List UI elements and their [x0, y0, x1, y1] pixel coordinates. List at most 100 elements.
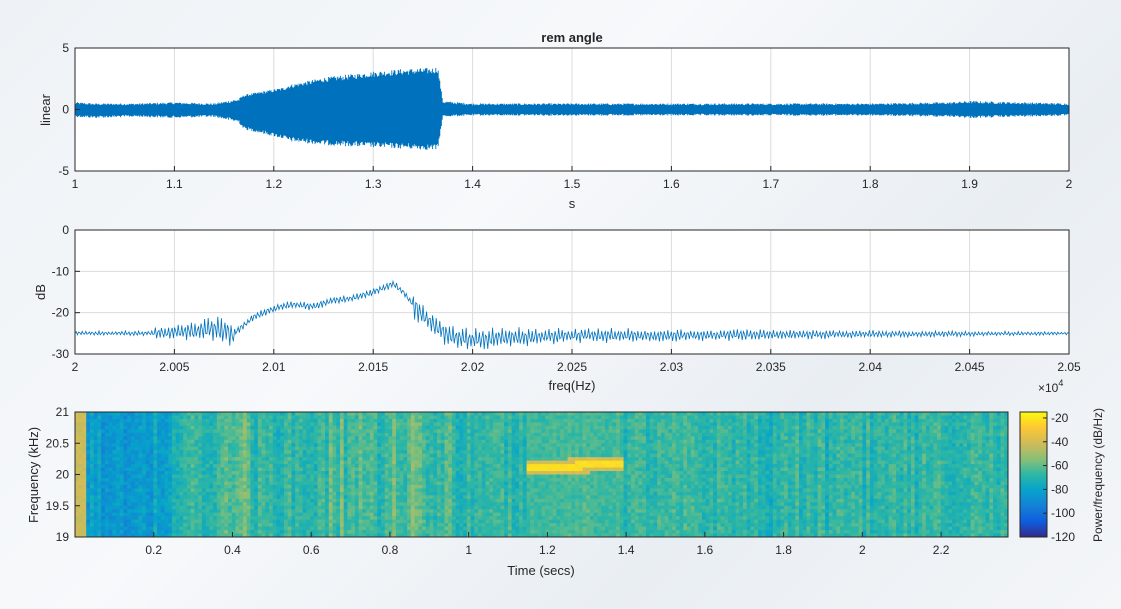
spectrogram-cell [134, 418, 139, 423]
spectrogram-cell [422, 505, 427, 510]
spectrogram-cell [414, 436, 419, 441]
spectrogram-cell [216, 495, 221, 500]
spectrogram-cell [470, 498, 475, 503]
spectrogram-cell [198, 533, 203, 537]
spectrogram-cell [123, 425, 128, 430]
spectrogram-cell [269, 422, 274, 427]
spectrogram-cell [75, 533, 80, 537]
spectrogram-cell [220, 533, 225, 537]
spectrogram-cell [537, 484, 542, 489]
spectrogram-cell [298, 453, 304, 458]
spectrogram-cell [522, 457, 527, 462]
spectrogram-cell [422, 460, 427, 465]
spectrogram-cell [563, 412, 569, 416]
spectrogram-cell [108, 418, 113, 423]
spectrogram-cell [336, 484, 341, 489]
spectrogram-cell [392, 484, 397, 489]
spectrogram-cell [478, 519, 483, 524]
spectrogram-cell [522, 516, 527, 521]
spectrogram-cell [366, 432, 371, 437]
spectrogram-cell [175, 474, 180, 479]
spectrogram-cell [134, 439, 139, 444]
spectrogram-cell [534, 453, 539, 458]
spectrogram-cell [164, 432, 169, 437]
spectrogram-cell [459, 443, 464, 448]
spectrogram-cell [86, 450, 91, 455]
spectrogram-cell [548, 457, 554, 462]
spectrogram-cell [317, 453, 322, 458]
spectrogram-cell [358, 523, 363, 527]
spectrogram-cell [332, 481, 337, 486]
spectrogram-cell [481, 412, 486, 416]
spectrogram-cell [410, 523, 416, 527]
spectrogram-cell [224, 415, 229, 420]
spectrogram-cell [507, 432, 513, 437]
spectrogram-cell [216, 436, 221, 441]
spectrogram-cell [444, 412, 449, 416]
spectrogram-cell [235, 418, 240, 423]
spectrogram-cell [142, 432, 147, 437]
spectrogram-cell [526, 488, 531, 493]
spectrogram-cell [310, 446, 315, 451]
spectrogram-cell [313, 509, 318, 514]
spectrogram-cell [272, 450, 277, 455]
spectrogram-cell [108, 484, 113, 489]
spectrogram-cell [366, 526, 371, 531]
spectrogram-cell [138, 439, 143, 444]
spectrogram-cell [231, 509, 236, 514]
spectrogram-cell [104, 481, 109, 486]
spectrogram-cell [127, 422, 132, 427]
spectrogram-cell [116, 516, 121, 521]
spectrogram-cell [451, 516, 457, 521]
spectrogram-cell [567, 443, 572, 448]
spectrogram-cell [186, 460, 192, 465]
spectrogram-cell [313, 477, 318, 482]
spectrogram-cell [179, 436, 184, 441]
spectrogram-cell [485, 530, 490, 534]
spectrogram-cell [325, 526, 330, 531]
spectrogram-cell [466, 453, 471, 458]
spectrogram-cell [280, 457, 285, 462]
spectrogram-cell [86, 484, 91, 489]
spectrogram-cell [153, 446, 158, 451]
spectrogram-cell [560, 471, 565, 475]
spectrogram-cell [127, 436, 132, 441]
spectrogram-cell [332, 530, 337, 534]
spectrogram-cell [142, 533, 147, 537]
spectrogram-cell [571, 488, 576, 493]
spectrogram-cell [153, 505, 158, 510]
spectrogram-cell [272, 502, 277, 507]
spectrogram-cell [198, 512, 203, 517]
spectrogram-cell [422, 436, 427, 441]
spectrogram-cell [507, 418, 513, 423]
spectrogram-cell [280, 509, 285, 514]
spectrogram-cell [511, 436, 516, 441]
spectrogram-cell [425, 460, 430, 465]
spectrogram-cell [481, 425, 486, 430]
spectrogram-cell [433, 467, 438, 472]
spectrogram-cell [500, 446, 505, 451]
spectrogram-cell [172, 425, 177, 430]
spectrogram-cell [194, 450, 199, 455]
spectrogram-cell [407, 491, 412, 496]
spectrogram-cell [534, 460, 539, 465]
spectrogram-cell [164, 460, 169, 465]
spectrogram-cell [466, 477, 471, 482]
spectrogram-cell [261, 498, 266, 503]
spectrogram-cell [481, 453, 486, 458]
spectrogram-cell [388, 429, 393, 434]
spectrogram-cell [519, 526, 524, 531]
spectrogram-cell [328, 495, 333, 500]
spectrogram-cell [213, 495, 218, 500]
spectrogram-cell [354, 516, 360, 521]
spectrogram-cell [399, 491, 404, 496]
spectrogram-cell [414, 491, 419, 496]
spectrogram-cell [89, 526, 95, 531]
spectrogram-cell [313, 412, 318, 416]
spectrogram-cell [123, 481, 128, 486]
spectrogram-cell [313, 436, 318, 441]
spectrogram-cell [101, 519, 106, 524]
spectrogram-cell [142, 526, 147, 531]
spectrogram-cell [366, 491, 371, 496]
spectrogram-cell [537, 502, 542, 507]
